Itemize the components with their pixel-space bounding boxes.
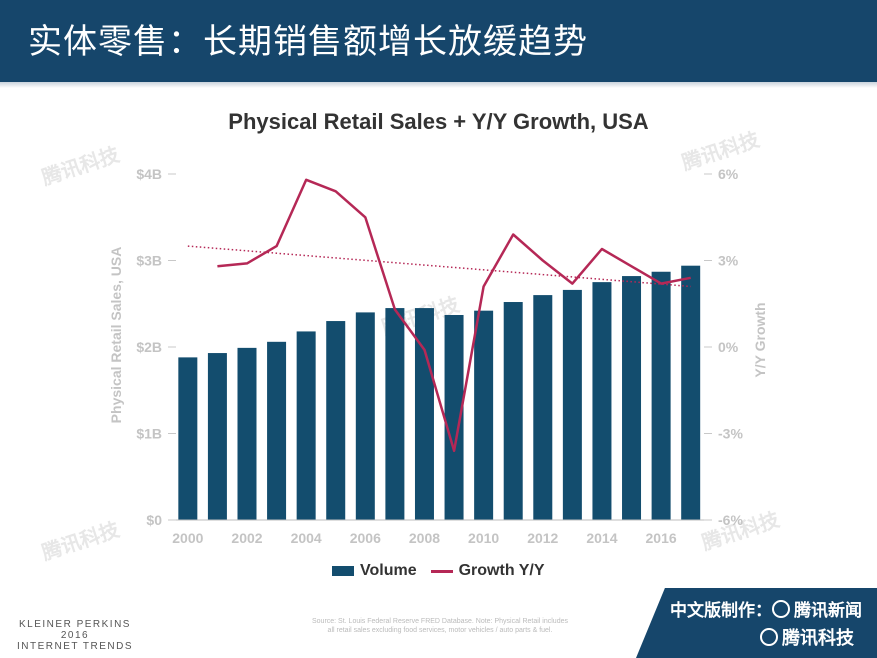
credit-prefix: 中文版制作： [670, 601, 772, 621]
right-axis-tick-label: 6% [718, 166, 739, 182]
legend-swatch-growth [430, 569, 453, 573]
bar-volume [622, 276, 642, 520]
x-axis-tick-label: 2016 [646, 530, 677, 546]
bar-volume [237, 347, 257, 520]
bar-volume [296, 331, 316, 520]
left-axis-tick-label: $4B [136, 166, 162, 182]
legend-swatch-volume [332, 566, 354, 576]
bar-volume [444, 314, 464, 520]
tencent-logo-icon [772, 600, 790, 618]
right-axis-tick-label: 0% [718, 339, 739, 355]
bar-volume [178, 357, 198, 520]
x-axis-tick-label: 2006 [350, 530, 381, 546]
bar-volume [326, 321, 346, 520]
legend-label-growth: Growth Y/Y [458, 562, 545, 579]
credit-brand-news: 腾讯新闻 [794, 601, 862, 621]
chart-legend: Volume Growth Y/Y [332, 560, 545, 582]
growth-line [217, 178, 691, 453]
kpcb-year: 2016 [60, 630, 90, 641]
x-axis-tick-label: 2012 [527, 530, 558, 546]
chart-title: Physical Retail Sales + Y/Y Growth, USA [228, 109, 649, 134]
left-axis-tick-label: $3B [136, 253, 162, 269]
bar-volume [681, 265, 701, 520]
bar-volume [207, 353, 227, 520]
bar-volume [385, 308, 405, 520]
legend-label-volume: Volume [360, 562, 417, 579]
credit-band [636, 588, 877, 658]
bar-volume [533, 295, 553, 520]
source-line-2: all retail sales excluding food services… [327, 627, 553, 634]
bar-volume [267, 341, 287, 520]
x-axis-tick-label: 2004 [291, 530, 322, 546]
credit-line-2: 腾讯科技 [760, 624, 854, 650]
x-axis-tick-label: 2000 [172, 530, 203, 546]
header-shadow [0, 82, 877, 88]
credit-line-1: 中文版制作： 腾讯新闻 [670, 596, 862, 621]
x-axis-tick-label: 2010 [468, 530, 499, 546]
kpcb-name: KLEINER PERKINS [19, 619, 131, 630]
x-axis-tick-label: 2002 [231, 530, 262, 546]
bar-volume [592, 282, 612, 520]
bar-volume [562, 289, 582, 520]
bar-volume [355, 312, 375, 520]
source-line-1: Source: St. Louis Federal Reserve FRED D… [311, 618, 568, 625]
growth-trendline [187, 245, 691, 288]
page-title: 实体零售：长期销售额增长放缓趋势 [28, 22, 588, 62]
left-axis-tick-label: $2B [136, 339, 162, 355]
bar-volume [651, 271, 671, 520]
right-axis-tick-label: -6% [718, 512, 743, 528]
left-axis-tick-label: $1B [136, 426, 162, 442]
tencent-logo-icon [760, 628, 778, 646]
kpcb-logo: KLEINER PERKINS 2016 INTERNET TRENDS [10, 619, 140, 652]
right-axis-tick-label: -3% [718, 426, 743, 442]
bar-volume [503, 302, 523, 520]
x-axis-tick-label: 2008 [409, 530, 440, 546]
kpcb-report: INTERNET TRENDS [16, 641, 134, 652]
source-note: Source: St. Louis Federal Reserve FRED D… [270, 617, 610, 635]
left-axis-tick-label: $0 [146, 512, 162, 528]
bar-volume [414, 308, 434, 520]
x-axis-tick-label: 2014 [586, 530, 617, 546]
right-axis-tick-label: 3% [718, 253, 739, 269]
bar-volume [474, 310, 494, 520]
header-bar: 实体零售：长期销售额增长放缓趋势 [0, 0, 877, 82]
credit-brand-tech: 腾讯科技 [782, 628, 854, 649]
